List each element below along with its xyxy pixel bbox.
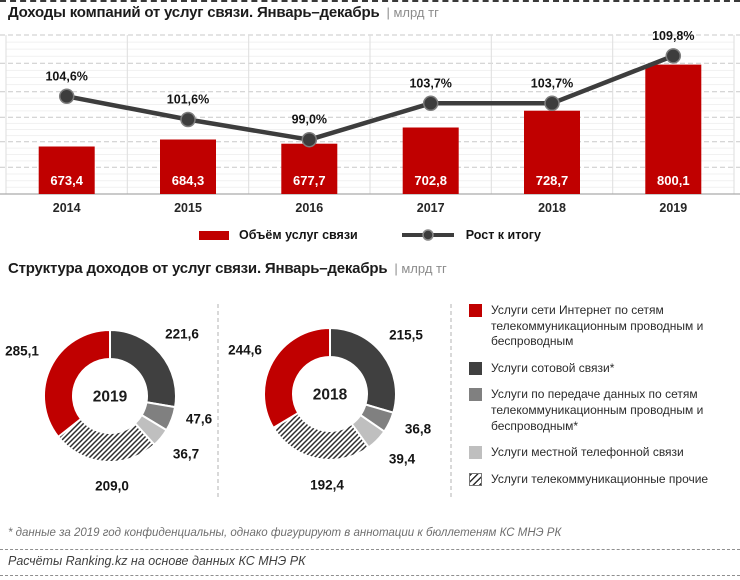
donut-2018-value-0: 244,6 (228, 343, 262, 358)
donut-2018-value-2: 36,8 (405, 422, 432, 437)
bar-value-2014: 673,4 (50, 173, 83, 188)
line-marker-2017 (422, 95, 439, 112)
growth-value-2016: 99,0% (292, 113, 327, 127)
donut-2018-slice-1 (329, 327, 397, 414)
bar-series-swatch (199, 230, 230, 240)
growth-value-2015: 101,6% (167, 93, 209, 107)
growth-line (64, 53, 676, 142)
local-phone-label: Услуги местной телефонной связи (491, 445, 684, 460)
bar-2017 (402, 127, 459, 194)
other-services-swatch (469, 472, 482, 486)
structure-section-title: Структура доходов от услуг связи. Январь… (8, 260, 447, 277)
bar-2016 (281, 143, 338, 194)
mobile-swatch (469, 361, 482, 375)
donut-2019-value-2: 47,6 (186, 412, 213, 427)
middle-dashed-divider (0, 549, 740, 550)
donut-2018-value-3: 39,4 (389, 452, 416, 467)
line-marker-2015 (180, 111, 196, 128)
bar-value-2016: 677,7 (293, 173, 326, 188)
bar-value-2015: 684,3 (172, 173, 205, 188)
donut-2019-value-4: 209,0 (95, 479, 129, 494)
year-label-2014: 2014 (53, 201, 81, 215)
line-marker-2016 (301, 131, 318, 148)
combo-chart-svg: 673,4 2014 684,3 2015 677,7 2016 702,8 2017 728,… (0, 29, 740, 215)
source-credit: Расчёты Ranking.kz на основе данных КС М… (8, 554, 306, 568)
donut-2019-value-3: 36,7 (173, 447, 199, 462)
revenue-section-title: Доходы компаний от услуг связи. Январь–д… (8, 4, 439, 21)
growth-value-2014: 104,6% (45, 69, 87, 83)
data-transfer-label: Услуги по передаче данных по сетям телек… (491, 387, 704, 433)
legend-item-mobile: Услуги сотовой связи* (469, 361, 733, 377)
year-label-2018: 2018 (538, 201, 566, 215)
data-transfer-swatch (469, 388, 482, 402)
bar-value-2017: 702,8 (414, 173, 447, 188)
mobile-label: Услуги сотовой связи* (491, 360, 615, 375)
legend-item-data-transfer: Услуги по передаче данных по сетям телек… (469, 387, 733, 434)
donut-2019-value-0: 285,1 (5, 344, 39, 359)
donut-year-2019: 2019 (93, 389, 128, 406)
line-marker-2018 (544, 95, 560, 112)
revenue-title-unit: | млрд тг (386, 5, 439, 20)
donut-2019-slice-0 (43, 329, 111, 438)
legend-item-internet: Услуги сети Интернет по сетям телекоммун… (469, 303, 733, 350)
year-label-2019: 2019 (659, 201, 687, 215)
legend-item-other: Услуги телекоммуникационные прочие (469, 472, 733, 488)
legend-item-local-phone: Услуги местной телефонной связи (469, 445, 733, 461)
bottom-dashed-divider (0, 575, 740, 576)
donut-2018-value-1: 215,5 (389, 328, 423, 343)
line-series-label: Рост к итогу (465, 228, 541, 242)
bar-2019 (645, 64, 702, 194)
growth-value-2019: 109,8% (652, 29, 694, 43)
year-label-2015: 2015 (174, 201, 202, 215)
revenue-combo-chart: 673,4 2014 684,3 2015 677,7 2016 702,8 2017 728,… (0, 22, 740, 234)
line-marker-2014 (58, 88, 75, 105)
revenue-title-text: Доходы компаний от услуг связи. Январь–д… (8, 4, 380, 21)
donut-year-2018: 2018 (313, 387, 348, 404)
structure-donut-chart: 285,1 221,6 47,6 36,7 209,0 2019 244,6 215,5 36,… (0, 292, 740, 504)
internet-label: Услуги сети Интернет по сетям телекоммун… (491, 303, 704, 349)
bar-2018 (524, 110, 580, 194)
line-series-swatch (401, 229, 454, 241)
donut-2018-value-4: 192,4 (310, 478, 344, 493)
line-marker-2019 (665, 48, 682, 64)
bar-2014 (38, 146, 95, 194)
bar-value-2019: 800,1 (657, 173, 690, 188)
donut-chart-svg: 285,1 221,6 47,6 36,7 209,0 2019 244,6 215,5 36,… (5, 304, 452, 498)
internet-swatch (469, 304, 482, 317)
bar-value-2018: 728,7 (536, 173, 569, 188)
top-dashed-divider (0, 0, 740, 2)
donut-2019-slice-4 (57, 417, 156, 463)
bar-2015 (160, 139, 216, 194)
year-label-2017: 2017 (417, 201, 445, 215)
donut-chart-legend: Услуги сети Интернет по сетям телекоммун… (469, 303, 733, 498)
other-services-label: Услуги телекоммуникационные прочие (491, 471, 709, 486)
year-label-2016: 2016 (295, 201, 323, 215)
confidentiality-footnote: * данные за 2019 год конфиденциальны, од… (8, 527, 562, 539)
local-phone-swatch (469, 446, 482, 460)
structure-title-unit: | млрд тг (394, 261, 447, 276)
bar-series-label: Объём услуг связи (239, 228, 358, 242)
growth-value-2018: 103,7% (531, 76, 573, 90)
growth-value-2017: 103,7% (409, 76, 451, 90)
donut-2019-value-1: 221,6 (165, 327, 199, 342)
structure-title-text: Структура доходов от услуг связи. Январь… (8, 260, 388, 277)
donut-2018-slice-0 (263, 327, 331, 429)
combo-chart-legend: Объём услуг связи Рост к итогу (0, 228, 740, 242)
